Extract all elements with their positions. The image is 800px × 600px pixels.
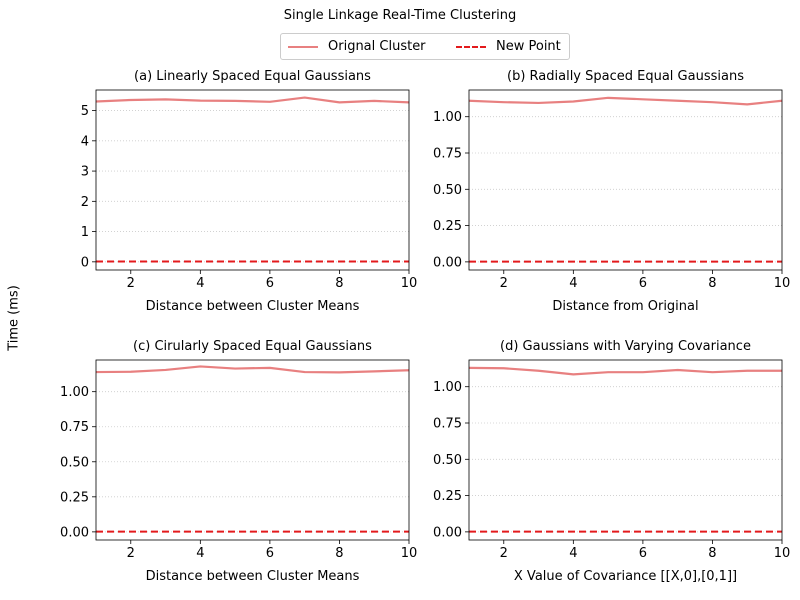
y-tick-label: 0.75 — [60, 420, 89, 435]
x-axis-label: X Value of Covariance [[X,0],[0,1]] — [514, 569, 737, 584]
panel-title: (c) Cirularly Spaced Equal Gaussians — [133, 339, 372, 354]
plot-frame — [468, 89, 783, 271]
panel-3: 2 4 6 8 10 0.00 0.25 0.50 0.75 1.00 (c) Cirularly … — [60, 339, 417, 584]
panel-title: (d) Gaussians with Varying Covariance — [500, 339, 751, 354]
x-tick-label: 10 — [401, 546, 418, 561]
y-tick-label: 0.25 — [433, 489, 462, 504]
panel-title: (a) Linearly Spaced Equal Gaussians — [134, 69, 371, 84]
panel-1: 2 4 6 8 10 0 1 2 3 4 5 (a) Linearly Spaced Equal Ga… — [81, 69, 418, 314]
x-tick-label: 6 — [266, 546, 274, 561]
plot-frame — [95, 89, 410, 271]
x-tick-label: 10 — [401, 276, 418, 291]
y-tick-label: 5 — [81, 104, 89, 119]
legend-label-original: Orignal Cluster — [328, 39, 426, 54]
y-tick-label: 3 — [81, 165, 89, 180]
y-tick-label: 0.75 — [433, 147, 462, 162]
series-line-original-cluster — [468, 96, 783, 106]
x-tick-label: 4 — [196, 276, 204, 291]
y-tick-label: 1 — [81, 225, 89, 240]
panel-title: (b) Radially Spaced Equal Gaussians — [507, 69, 744, 84]
figure-title: Single Linkage Real-Time Clustering — [283, 8, 517, 23]
x-tick-label: 10 — [774, 546, 791, 561]
x-tick-label: 6 — [639, 276, 647, 291]
x-tick-label: 2 — [127, 546, 135, 561]
y-tick-label: 0 — [81, 255, 89, 270]
plot-frame — [95, 359, 410, 541]
y-tick-label: 0.00 — [433, 255, 462, 270]
x-tick-label: 2 — [500, 276, 508, 291]
legend-swatch-new-point — [456, 45, 486, 48]
y-tick-label: 0.50 — [433, 453, 462, 468]
x-tick-label: 8 — [335, 546, 343, 561]
x-axis-label: Distance between Cluster Means — [146, 569, 360, 584]
x-tick-label: 6 — [639, 546, 647, 561]
y-tick-label: 0.00 — [433, 525, 462, 540]
x-tick-label: 6 — [266, 276, 274, 291]
x-tick-label: 4 — [569, 546, 577, 561]
y-tick-label: 0.25 — [60, 490, 89, 505]
legend-item-original: Orignal Cluster — [288, 39, 426, 54]
x-tick-label: 2 — [127, 276, 135, 291]
series-line-original-cluster — [95, 365, 410, 374]
y-tick-label: 0.50 — [433, 183, 462, 198]
x-tick-label: 8 — [708, 276, 716, 291]
x-tick-label: 4 — [196, 546, 204, 561]
legend-item-new-point: New Point — [456, 39, 561, 54]
y-tick-label: 0.25 — [433, 219, 462, 234]
y-tick-label: 0.75 — [433, 417, 462, 432]
panel-2: 2 4 6 8 10 0.00 0.25 0.50 0.75 1.00 (b) Radially S… — [433, 69, 790, 314]
y-tick-label: 1.00 — [433, 110, 462, 125]
y-tick-label: 2 — [81, 195, 89, 210]
plot-frame — [468, 359, 783, 541]
legend-swatch-original — [288, 45, 318, 48]
series-line-original-cluster — [95, 96, 410, 104]
x-tick-label: 2 — [500, 546, 508, 561]
series-line-original-cluster — [468, 366, 782, 376]
y-tick-label: 1.00 — [60, 385, 89, 400]
y-tick-label: 0.50 — [60, 455, 89, 470]
legend: Orignal Cluster New Point — [280, 33, 570, 60]
panel-4: 2 4 6 8 10 0.00 0.25 0.50 0.75 1.00 (d) Gaussians … — [433, 339, 790, 584]
y-tick-label: 1.00 — [433, 380, 462, 395]
x-tick-label: 8 — [708, 546, 716, 561]
legend-label-new-point: New Point — [496, 39, 561, 54]
y-tick-label: 4 — [81, 134, 89, 149]
x-tick-label: 8 — [335, 276, 343, 291]
x-axis-label: Distance from Original — [552, 299, 698, 314]
x-tick-label: 4 — [569, 276, 577, 291]
y-tick-label: 0.00 — [60, 525, 89, 540]
x-tick-label: 10 — [774, 276, 791, 291]
x-axis-label: Distance between Cluster Means — [146, 299, 360, 314]
